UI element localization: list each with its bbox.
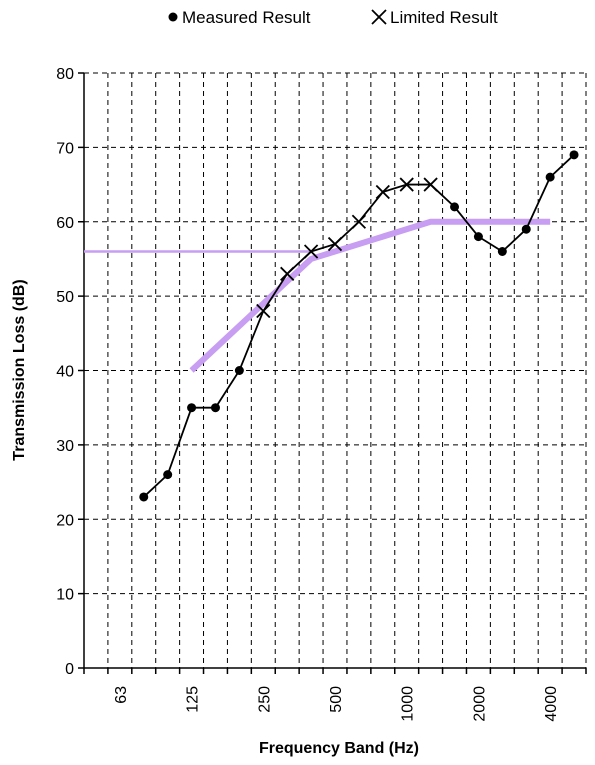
measured-point — [569, 150, 579, 160]
y-tick-label: 60 — [56, 215, 74, 232]
measured-point — [163, 470, 173, 480]
y-tick-label: 10 — [56, 587, 74, 604]
limited-point — [375, 184, 390, 200]
y-axis-title: Transmission Loss (dB) — [11, 279, 28, 460]
y-tick-label: 0 — [65, 661, 74, 678]
measured-point — [497, 247, 507, 256]
measured-point — [210, 403, 220, 413]
measured-point — [187, 403, 197, 413]
x-tick-label: 500 — [328, 686, 345, 713]
x-axis-title: Frequency Band (Hz) — [259, 740, 419, 757]
y-tick-label: 80 — [56, 66, 74, 83]
reference-contour — [189, 218, 551, 373]
limited-point — [423, 177, 438, 192]
y-tick-label: 70 — [56, 140, 74, 157]
y-tick-labels: 0 10 20 30 40 50 60 70 80 — [56, 66, 74, 678]
limited-point — [256, 303, 271, 319]
measured-point — [545, 172, 555, 182]
grid — [84, 72, 587, 668]
x-tick-label: 1000 — [400, 686, 417, 722]
measured-point — [234, 366, 244, 375]
measured-point — [450, 202, 460, 212]
y-tick-label: 30 — [56, 438, 74, 455]
limited-point — [327, 236, 343, 252]
x-tick-label: 2000 — [471, 686, 488, 722]
y-tick-label: 20 — [56, 512, 74, 529]
limited-point — [399, 177, 414, 192]
limited-point — [303, 244, 319, 259]
legend-measured-marker — [168, 12, 178, 22]
measured-point — [473, 232, 483, 242]
legend: Measured Result Limited Result — [168, 8, 498, 27]
axes — [78, 72, 587, 674]
x-tick-label: 63 — [113, 686, 130, 704]
measured-point — [521, 224, 531, 234]
legend-measured-label: Measured Result — [182, 8, 311, 27]
data-line — [143, 154, 575, 498]
data-markers — [139, 150, 579, 502]
limited-point — [351, 214, 367, 229]
reference-curve — [84, 218, 551, 373]
x-tick-labels: 63 125 250 500 1000 2000 4000 — [113, 686, 560, 722]
y-tick-label: 50 — [56, 289, 74, 306]
legend-limited-marker — [371, 9, 387, 25]
limited-point — [280, 266, 295, 281]
measured-point — [139, 492, 149, 502]
x-tick-label: 4000 — [543, 686, 560, 722]
result-line — [143, 154, 575, 498]
x-tick-label: 250 — [256, 686, 273, 713]
x-tick-label: 125 — [185, 686, 202, 713]
legend-limited-label: Limited Result — [390, 8, 498, 27]
y-tick-label: 40 — [56, 364, 74, 381]
